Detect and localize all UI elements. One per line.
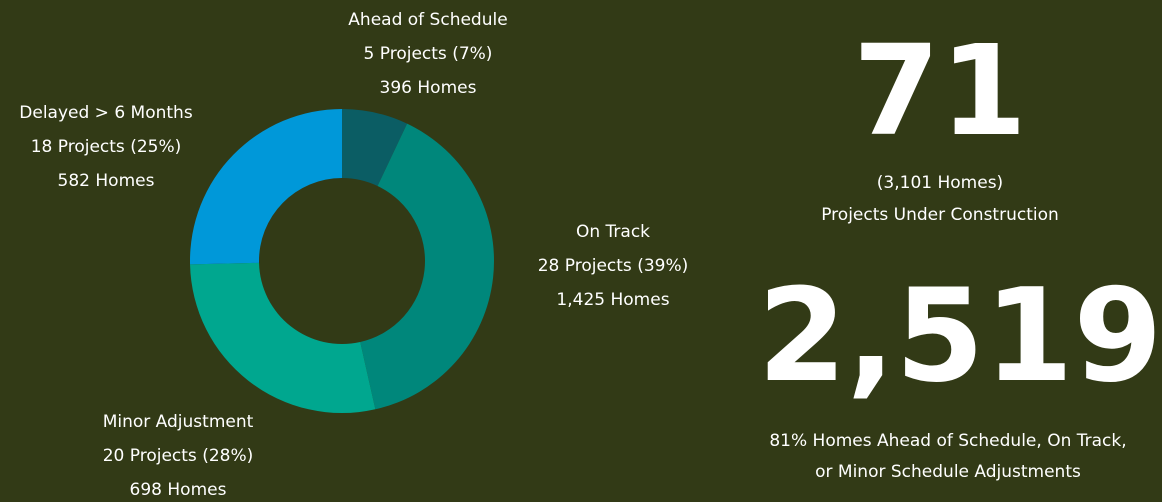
kpi-label: or Minor Schedule Adjustments [815, 462, 1081, 482]
segment-homes-label: 1,425 Homes [556, 290, 669, 310]
kpi-label: 81% Homes Ahead of Schedule, On Track, [769, 431, 1126, 451]
segment-homes-label: 396 Homes [380, 78, 477, 98]
segment-value-label: 5 Projects (7%) [364, 44, 493, 64]
segment-name: Minor Adjustment [103, 412, 254, 432]
segment-homes-label: 698 Homes [130, 480, 227, 500]
donut-segment [190, 109, 342, 265]
segment-value-label: 18 Projects (25%) [31, 137, 182, 157]
kpi-label: Projects Under Construction [821, 205, 1059, 225]
kpi-subtitle: (3,101 Homes) [877, 173, 1003, 193]
segment-value-label: 28 Projects (39%) [538, 256, 689, 276]
kpi-value: 71 [853, 19, 1027, 164]
donut-segment [360, 123, 494, 410]
segment-value-label: 20 Projects (28%) [103, 446, 254, 466]
segment-name: On Track [576, 222, 650, 242]
segment-name: Ahead of Schedule [348, 10, 507, 30]
donut-segment [342, 109, 408, 186]
segment-homes-label: 582 Homes [58, 171, 155, 191]
donut-segment [190, 262, 376, 413]
segment-name: Delayed > 6 Months [19, 103, 193, 123]
kpi-value: 2,519 [758, 262, 1162, 411]
